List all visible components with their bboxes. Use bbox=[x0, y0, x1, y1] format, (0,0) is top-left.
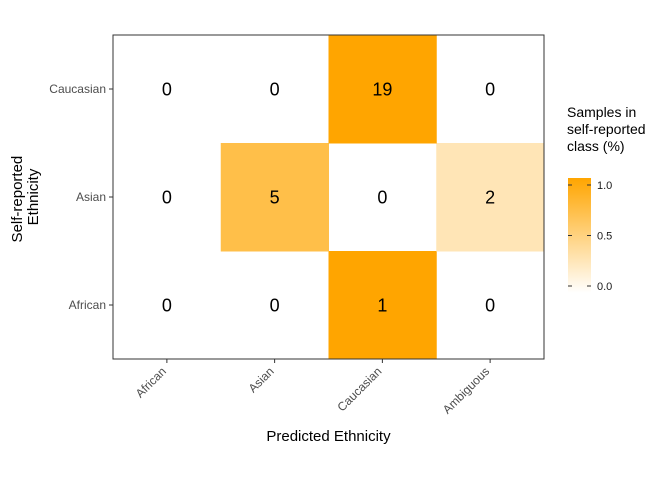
legend-tick-label: 0.0 bbox=[597, 281, 612, 293]
y-axis-title-line-2: Ethnicity bbox=[25, 168, 42, 225]
y-axis-title: Self-reported Ethnicity bbox=[9, 152, 42, 243]
heatmap-cell-labels: 0 0 1 0 0 5 0 2 0 0 19 0 bbox=[162, 80, 495, 316]
x-axis-title: Predicted Ethnicity bbox=[266, 428, 391, 445]
cell-value-label: 1 bbox=[377, 296, 387, 316]
heatmap-cell bbox=[328, 251, 437, 360]
heatmap-cell bbox=[328, 35, 437, 144]
x-tick-label: Asian bbox=[246, 364, 277, 395]
legend-title-line-1: Samples in bbox=[567, 104, 636, 120]
y-axis: African Asian Caucasian bbox=[49, 82, 113, 312]
cell-value-label: 0 bbox=[162, 188, 172, 208]
heatmap-cell bbox=[436, 143, 545, 252]
legend-title: Samples in self-reported class (%) bbox=[567, 104, 649, 154]
y-tick-label: Asian bbox=[76, 190, 106, 204]
legend: Samples in self-reported class (%) 0.00.… bbox=[567, 104, 649, 293]
x-tick-label: African bbox=[133, 364, 169, 400]
cell-value-label: 0 bbox=[162, 296, 172, 316]
y-axis-title-line-1: Self-reported bbox=[9, 156, 26, 243]
legend-colorbar bbox=[568, 178, 591, 293]
legend-tick-label: 1.0 bbox=[597, 180, 612, 192]
x-tick-label: Caucasian bbox=[335, 364, 385, 414]
cell-value-label: 0 bbox=[162, 80, 172, 100]
cell-value-label: 5 bbox=[270, 188, 280, 208]
cell-value-label: 0 bbox=[270, 296, 280, 316]
legend-title-line-3: class (%) bbox=[567, 138, 625, 154]
legend-ticks: 0.0 0.5 1.0 bbox=[568, 180, 612, 293]
cell-value-label: 0 bbox=[485, 80, 495, 100]
cell-value-label: 0 bbox=[270, 80, 280, 100]
cell-value-label: 0 bbox=[377, 188, 387, 208]
x-tick-label: Ambiguous bbox=[440, 364, 492, 416]
legend-title-line-2: self-reported bbox=[567, 121, 646, 137]
y-tick-label: Caucasian bbox=[49, 82, 106, 96]
x-axis: African Asian Caucasian Ambiguous bbox=[133, 359, 492, 417]
y-tick-label: African bbox=[69, 298, 106, 312]
cell-value-label: 2 bbox=[485, 188, 495, 208]
cell-value-label: 0 bbox=[485, 296, 495, 316]
heatmap-cells bbox=[220, 35, 545, 360]
legend-tick-label: 0.5 bbox=[597, 231, 612, 243]
cell-value-label: 19 bbox=[372, 80, 392, 100]
heatmap-cell bbox=[220, 143, 329, 252]
